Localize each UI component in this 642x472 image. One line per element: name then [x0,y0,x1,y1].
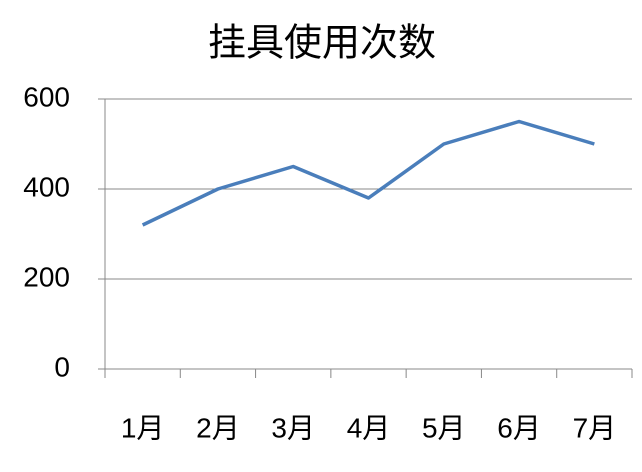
data-line [141,119,595,227]
x-tick-label: 4月 [347,412,391,443]
x-tick-label: 7月 [573,412,617,443]
x-tick-label: 3月 [271,412,315,443]
y-tick-label: 0 [54,351,70,382]
y-tick-label: 200 [23,261,70,292]
y-tick-label: 400 [23,171,70,202]
x-tick-label: 6月 [497,412,541,443]
x-tick-label: 5月 [422,412,466,443]
y-tick-label: 600 [23,81,70,112]
x-tick-label: 1月 [121,412,165,443]
x-tick-label: 2月 [196,412,240,443]
chart-title: 挂具使用次数 [208,21,436,65]
